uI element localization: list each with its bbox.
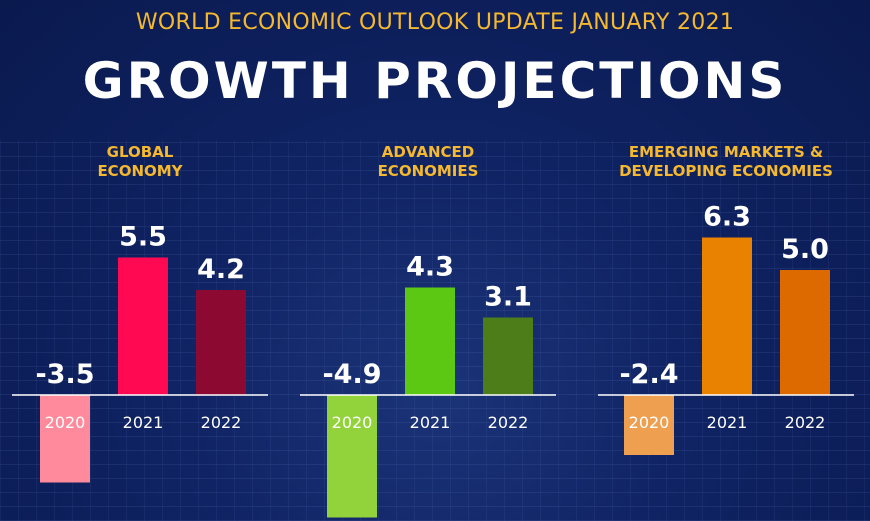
bar-2022 [483, 317, 533, 395]
panel-title-line: ECONOMIES [378, 162, 479, 180]
category-label: 2020 [45, 413, 86, 432]
category-label: 2022 [785, 413, 826, 432]
value-label: 5.0 [781, 234, 829, 265]
bar-2020 [40, 395, 90, 483]
category-label: 2020 [332, 413, 373, 432]
category-label: 2020 [629, 413, 670, 432]
value-label: 3.1 [484, 282, 532, 313]
value-label: 4.2 [197, 254, 245, 285]
category-label: 2022 [488, 413, 529, 432]
panel-title-line: DEVELOPING ECONOMIES [619, 162, 833, 180]
value-label: 4.3 [406, 252, 454, 283]
bar-2021 [118, 257, 168, 395]
page-title: GROWTH PROJECTIONS [82, 52, 788, 110]
bar-2021 [405, 287, 455, 395]
value-label: -2.4 [619, 359, 678, 390]
bar-2021 [702, 237, 752, 395]
panel-title-line: EMERGING MARKETS & [629, 143, 823, 161]
panel-title-line: ECONOMY [97, 162, 183, 180]
page-subtitle: WORLD ECONOMIC OUTLOOK UPDATE JANUARY 20… [135, 10, 735, 35]
category-label: 2021 [707, 413, 748, 432]
panel-title-line: GLOBAL [107, 143, 174, 161]
value-label: -3.5 [35, 359, 94, 390]
value-label: 6.3 [703, 202, 751, 233]
bar-2022 [780, 270, 830, 395]
chart-panel-3: EMERGING MARKETS &DEVELOPING ECONOMIES -2… [598, 143, 854, 455]
bar-2022 [196, 290, 246, 395]
panel-title-line: ADVANCED [382, 143, 475, 161]
category-label: 2021 [123, 413, 164, 432]
bar-2020 [327, 395, 377, 518]
category-label: 2022 [201, 413, 242, 432]
bar-2020 [624, 395, 674, 455]
value-label: 5.5 [119, 222, 167, 253]
value-label: -4.9 [322, 359, 381, 390]
category-label: 2021 [410, 413, 451, 432]
